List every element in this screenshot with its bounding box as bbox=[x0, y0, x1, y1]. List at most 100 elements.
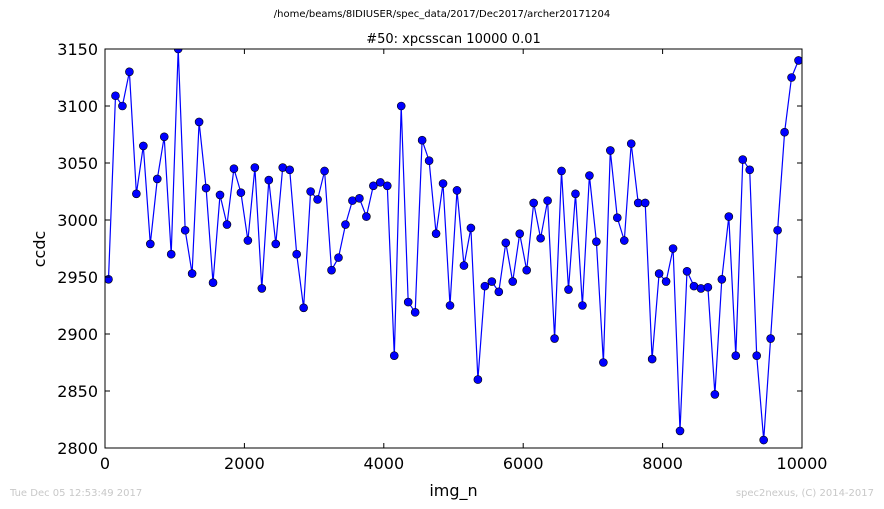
figure-suptitle: /home/beams/8IDIUSER/spec_data/2017/Dec2… bbox=[273, 9, 611, 20]
data-point bbox=[592, 237, 601, 246]
data-point bbox=[466, 223, 476, 233]
y-tick-label: 3050 bbox=[57, 154, 98, 173]
data-point bbox=[229, 164, 239, 173]
data-point bbox=[118, 101, 127, 111]
x-tick-label: 6000 bbox=[503, 454, 544, 473]
plot-frame bbox=[104, 48, 803, 449]
data-point bbox=[389, 351, 399, 360]
data-point bbox=[403, 297, 413, 307]
data-point bbox=[724, 212, 734, 221]
data-point bbox=[208, 278, 218, 288]
data-point bbox=[710, 390, 720, 399]
data-point bbox=[640, 198, 650, 208]
data-point bbox=[334, 253, 343, 262]
x-tick-label: 8000 bbox=[642, 454, 683, 473]
data-point bbox=[194, 117, 204, 127]
data-point bbox=[585, 171, 594, 180]
data-point bbox=[306, 187, 315, 196]
data-point bbox=[105, 274, 113, 284]
data-point bbox=[494, 287, 504, 297]
data-point bbox=[647, 354, 657, 364]
data-point bbox=[550, 334, 559, 343]
data-point bbox=[222, 220, 232, 229]
y-tick-label: 3000 bbox=[57, 211, 98, 230]
data-point bbox=[759, 435, 768, 445]
data-point bbox=[571, 189, 580, 199]
x-axis-label: img_n bbox=[429, 481, 477, 501]
data-point bbox=[152, 174, 162, 184]
data-point bbox=[501, 238, 511, 248]
data-point bbox=[243, 236, 253, 245]
data-point bbox=[612, 213, 622, 223]
data-point bbox=[111, 91, 120, 101]
data-point bbox=[626, 139, 636, 148]
data-point bbox=[125, 67, 134, 77]
data-point bbox=[452, 186, 462, 195]
data-point bbox=[369, 181, 378, 191]
y-tick-label: 3150 bbox=[57, 40, 98, 59]
data-point bbox=[376, 178, 385, 187]
y-axis-label: ccdc bbox=[30, 231, 49, 268]
data-point bbox=[187, 269, 197, 278]
data-point bbox=[794, 56, 802, 65]
series-line bbox=[107, 49, 800, 441]
y-tick-label: 2900 bbox=[57, 325, 98, 344]
y-tick-label: 3100 bbox=[57, 97, 98, 116]
data-point bbox=[285, 165, 295, 175]
footer-timestamp: Tue Dec 05 12:53:49 2017 bbox=[10, 488, 143, 499]
data-point bbox=[327, 265, 336, 275]
data-point bbox=[543, 196, 552, 205]
data-point bbox=[536, 233, 545, 243]
y-tick-label: 2850 bbox=[57, 382, 98, 401]
data-point bbox=[292, 249, 301, 259]
data-point bbox=[264, 175, 274, 185]
data-point bbox=[382, 181, 392, 191]
data-point bbox=[257, 284, 267, 293]
data-point bbox=[313, 195, 322, 204]
data-point bbox=[787, 73, 796, 82]
footer-credit: spec2nexus, (C) 2014-2017 bbox=[735, 488, 874, 499]
data-point bbox=[362, 212, 371, 221]
data-point bbox=[445, 301, 455, 310]
x-tick-label: 0 bbox=[100, 454, 110, 473]
data-point bbox=[431, 229, 441, 238]
data-point bbox=[599, 358, 608, 367]
data-point bbox=[508, 277, 518, 286]
data-point bbox=[438, 179, 448, 188]
data-point bbox=[606, 146, 615, 155]
data-point bbox=[201, 183, 211, 193]
data-point bbox=[341, 220, 350, 229]
chart-title: #50: xpcsscan 10000 0.01 bbox=[366, 32, 541, 47]
data-point bbox=[271, 239, 281, 249]
data-point bbox=[173, 49, 183, 54]
data-point bbox=[578, 301, 587, 310]
data-point bbox=[668, 244, 678, 253]
data-point bbox=[424, 156, 434, 166]
data-point bbox=[396, 101, 406, 111]
data-point bbox=[515, 229, 525, 238]
data-point bbox=[696, 284, 706, 293]
data-point bbox=[654, 269, 664, 278]
x-tick-label: 4000 bbox=[363, 454, 404, 473]
y-tick-label: 2800 bbox=[57, 439, 98, 458]
data-point bbox=[236, 188, 246, 197]
data-point bbox=[299, 303, 308, 313]
x-tick-label: 10000 bbox=[777, 454, 828, 473]
data-point bbox=[564, 285, 573, 294]
x-tick-label: 2000 bbox=[224, 454, 265, 473]
data-point bbox=[717, 274, 727, 284]
data-point bbox=[132, 189, 141, 199]
data-point bbox=[522, 265, 531, 275]
data-point bbox=[166, 249, 176, 259]
axis-ticks: 0 2000 4000 6000 8000 10000 2800 2850 2900 2950 30… bbox=[57, 40, 827, 473]
data-point bbox=[215, 190, 225, 200]
data-point bbox=[738, 155, 748, 164]
data-point bbox=[180, 225, 190, 235]
data-point bbox=[417, 135, 427, 145]
data-point bbox=[780, 127, 789, 137]
data-point bbox=[250, 163, 260, 172]
data-point bbox=[487, 277, 497, 286]
data-point bbox=[473, 375, 483, 384]
data-point bbox=[146, 239, 155, 249]
